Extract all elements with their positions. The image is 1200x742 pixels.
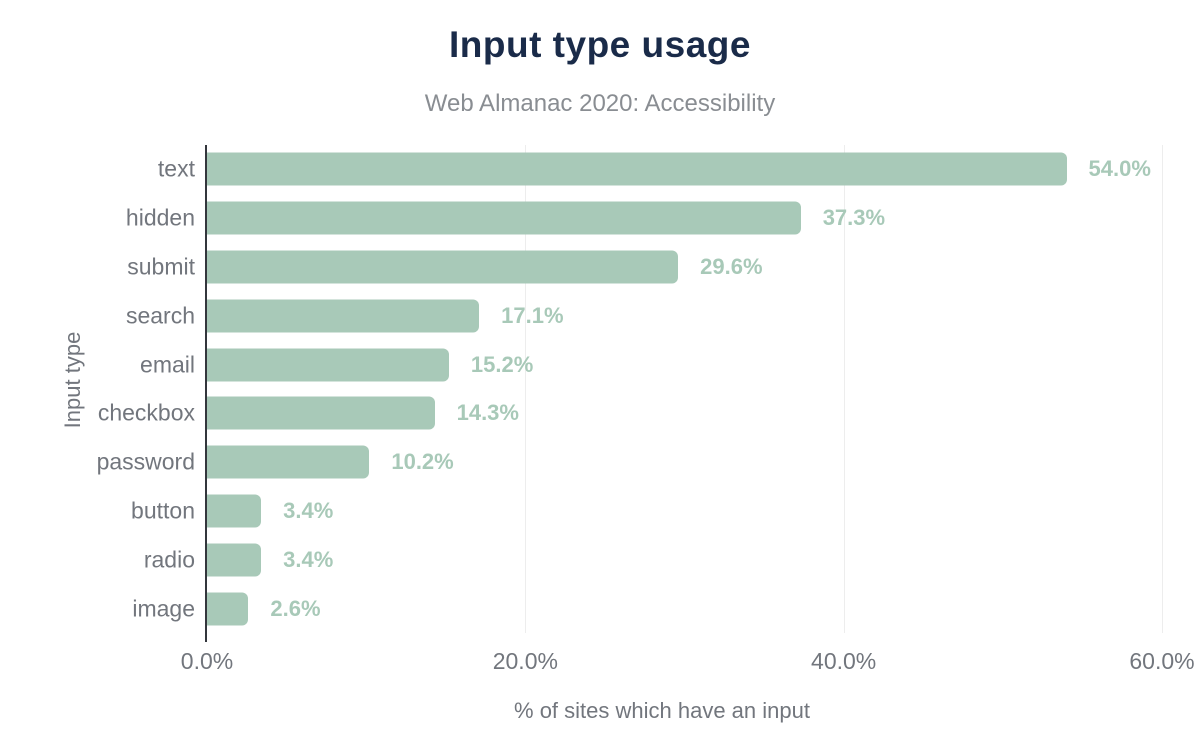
bar-row: button 3.4% xyxy=(131,487,1162,536)
y-axis-line xyxy=(205,145,207,642)
gridline xyxy=(843,145,845,633)
x-tick-label: 60.0% xyxy=(1129,648,1195,674)
bar xyxy=(207,250,679,284)
chart-title: Input type usage xyxy=(449,24,751,65)
value-label: 54.0% xyxy=(1088,156,1151,182)
bar-row: hidden 37.3% xyxy=(126,194,1162,243)
category-label: search xyxy=(125,302,195,329)
value-label: 37.3% xyxy=(822,205,886,231)
category-label: password xyxy=(96,448,195,475)
bar-row: password 10.2% xyxy=(97,438,1162,487)
y-axis-title: Input type xyxy=(60,331,85,429)
gridline xyxy=(1162,145,1163,633)
bar xyxy=(207,152,1067,186)
x-tick-label: 20.0% xyxy=(492,648,558,674)
bar-row: image 2.6% xyxy=(132,584,1162,633)
value-label: 17.1% xyxy=(501,302,564,328)
bar xyxy=(207,201,801,235)
plot-area: text 54.0% hidden 37.3% submit 29.6% search 17.… xyxy=(97,145,1163,633)
value-label: 29.6% xyxy=(700,253,763,279)
chart-subtitle: Web Almanac 2020: Accessibility xyxy=(424,90,776,117)
gridline xyxy=(525,145,527,633)
bar xyxy=(207,445,370,479)
value-label: 14.3% xyxy=(456,400,519,426)
bar-row: checkbox 14.3% xyxy=(98,389,1162,438)
category-label: submit xyxy=(127,253,195,280)
x-ticks: 0.0% 20.0% 40.0% 60.0% xyxy=(181,648,1195,676)
value-label: 3.4% xyxy=(283,497,334,523)
value-label: 10.2% xyxy=(391,449,454,475)
bar-row: search 17.1% xyxy=(126,291,1162,340)
bar-rows: text 54.0% hidden 37.3% submit 29.6% search 17.… xyxy=(97,145,1162,633)
category-label: text xyxy=(157,155,195,182)
category-label: button xyxy=(131,497,195,524)
bar xyxy=(207,543,262,577)
gridlines xyxy=(207,145,1163,633)
category-label: image xyxy=(132,595,195,622)
bar xyxy=(207,396,435,430)
x-tick-label: 0.0% xyxy=(180,648,234,674)
x-tick-label: 40.0% xyxy=(811,648,877,674)
value-label: 2.6% xyxy=(270,595,321,621)
value-label: 3.4% xyxy=(283,546,334,572)
bar-row: text 54.0% xyxy=(158,145,1162,194)
x-axis-title: % of sites which have an input xyxy=(514,698,810,723)
category-label: hidden xyxy=(125,204,195,231)
bar xyxy=(207,494,262,528)
category-label: radio xyxy=(143,546,195,573)
bar xyxy=(207,299,480,333)
value-label: 15.2% xyxy=(470,351,534,377)
bar xyxy=(207,592,249,626)
category-label: email xyxy=(140,351,195,378)
bar-row: radio 3.4% xyxy=(144,535,1162,584)
bar-row: email 15.2% xyxy=(140,340,1162,389)
bar xyxy=(207,348,449,382)
bar-row: submit 29.6% xyxy=(127,243,1162,292)
category-label: checkbox xyxy=(97,399,195,426)
